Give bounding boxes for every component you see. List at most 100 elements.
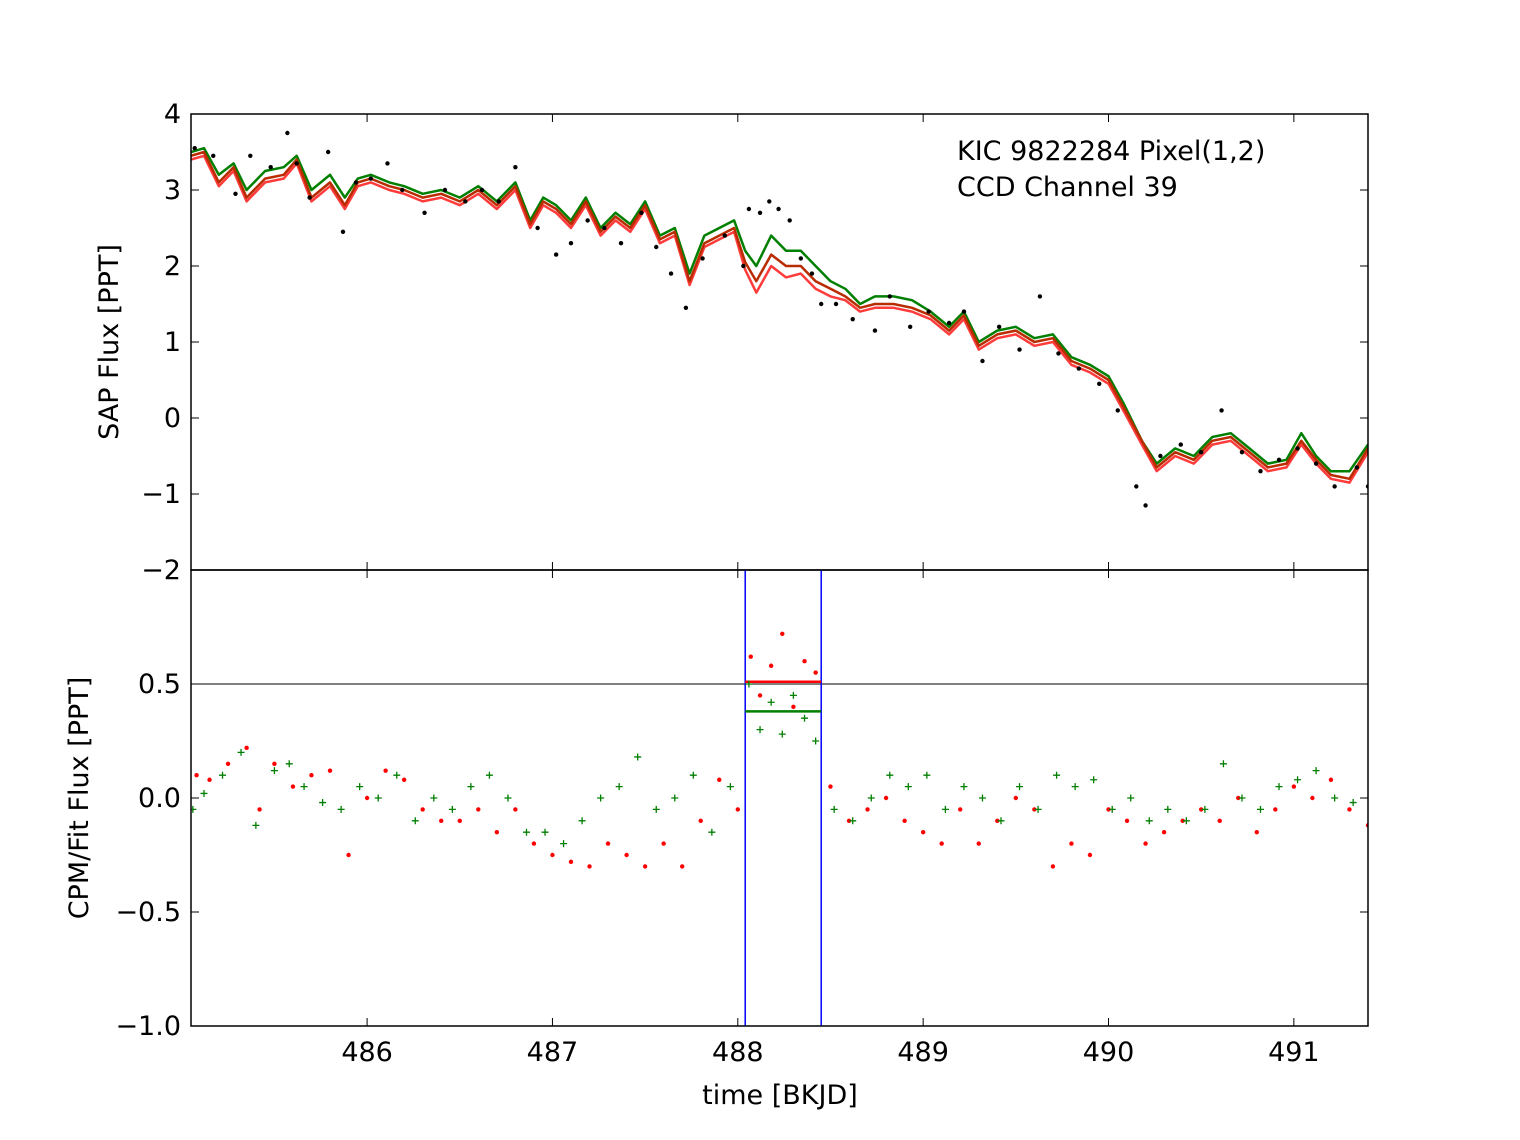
bottom-plot-area: [191, 570, 1368, 1026]
top-panel: −2 −1 0 1 2 3 4 KIC 9822284 Pixel(1,2) CCD Cha…: [94, 99, 1369, 586]
x-tick-label: 490: [1083, 1037, 1135, 1068]
model-line-1: [191, 154, 1368, 484]
bottom-axes-frame: [190, 569, 1369, 1027]
data-point: [700, 256, 705, 261]
dot-marker: [1124, 818, 1130, 823]
data-point: [639, 210, 644, 215]
data-point: [654, 244, 659, 250]
y-tick-label: −1.0: [115, 1011, 181, 1042]
dot-marker: [780, 631, 785, 637]
plus-marker: [849, 817, 857, 825]
plus-marker: [1145, 817, 1153, 825]
data-point: [385, 161, 390, 166]
plus-marker: [337, 805, 345, 813]
data-point: [872, 328, 878, 333]
data-point: [980, 358, 985, 364]
y-tick-label: −1: [141, 479, 181, 510]
plus-marker: [1108, 805, 1116, 813]
x-tick-label: 489: [897, 1037, 949, 1068]
dot-marker: [568, 859, 574, 865]
plus-marker: [634, 753, 642, 761]
plus-marker: [941, 805, 949, 813]
y-tick-label: −2: [141, 555, 181, 586]
y-tick-label: 0: [164, 403, 181, 434]
dot-marker: [531, 841, 537, 846]
x-tick-label: 487: [527, 1037, 579, 1068]
data-point: [1258, 469, 1263, 474]
plus-marker: [756, 726, 764, 734]
dot-marker: [698, 818, 703, 823]
top-plot-area: [191, 130, 1368, 508]
data-point: [809, 271, 815, 276]
dot-marker: [995, 818, 1000, 823]
data-point: [833, 301, 839, 307]
dot-marker: [1347, 807, 1352, 812]
data-point: [602, 225, 607, 231]
dot-marker: [642, 864, 648, 869]
plus-marker: [448, 805, 456, 813]
dot-marker: [976, 841, 981, 846]
plus-marker: [671, 794, 679, 802]
data-point: [325, 149, 331, 155]
plus-marker: [1182, 817, 1190, 825]
data-point: [850, 317, 855, 322]
plus-marker: [504, 794, 512, 802]
data-point: [479, 187, 485, 193]
data-point: [757, 210, 763, 215]
plus-marker: [1275, 783, 1283, 791]
dot-marker: [958, 807, 963, 812]
data-point: [996, 324, 1002, 329]
annotation-line-2: CCD Channel 39: [957, 172, 1178, 203]
dot-marker: [364, 795, 370, 801]
data-point: [294, 161, 299, 166]
plus-marker: [1312, 767, 1320, 775]
data-point: [585, 218, 590, 223]
dot-marker: [902, 818, 907, 823]
data-point: [1219, 408, 1224, 413]
plus-marker: [252, 821, 260, 829]
data-point: [233, 191, 238, 196]
data-point: [340, 229, 346, 234]
dot-marker: [748, 654, 753, 659]
plus-marker: [560, 840, 568, 848]
plus-marker: [1090, 776, 1098, 784]
data-point: [368, 176, 373, 181]
dot-marker: [225, 761, 231, 766]
plus-marker: [923, 771, 931, 779]
dot-marker: [1180, 818, 1185, 823]
data-point: [463, 199, 468, 204]
model-line-0: [191, 146, 1368, 473]
dot-marker: [920, 830, 926, 835]
data-point: [211, 153, 216, 158]
plus-marker: [374, 794, 382, 802]
data-point: [248, 153, 253, 158]
plus-marker: [300, 783, 308, 791]
data-point: [887, 294, 892, 299]
data-point: [1017, 347, 1022, 352]
dot-marker: [846, 818, 852, 823]
dot-marker: [1198, 807, 1204, 812]
dot-marker: [327, 768, 333, 773]
dot-marker: [1310, 795, 1315, 801]
dot-marker: [587, 864, 592, 869]
plus-marker: [726, 783, 734, 791]
plus-marker: [430, 794, 438, 802]
bottom-y-axis-label: CPM/Fit Flux [PPT]: [64, 677, 95, 920]
data-point: [1239, 450, 1245, 455]
plus-marker: [1071, 783, 1079, 791]
data-point: [285, 130, 290, 136]
dot-marker: [605, 841, 611, 846]
plus-marker: [867, 794, 875, 802]
plus-marker: [615, 783, 623, 791]
dot-marker: [1328, 777, 1334, 782]
plus-marker: [485, 771, 493, 779]
dot-marker: [1013, 795, 1019, 801]
plus-marker: [1219, 760, 1227, 768]
plus-marker: [1201, 805, 1209, 813]
dot-marker: [883, 795, 889, 801]
data-point: [798, 256, 804, 261]
data-point: [1097, 381, 1102, 386]
dot-marker: [1161, 830, 1167, 835]
x-tick-label: 488: [712, 1037, 764, 1068]
dot-marker: [624, 852, 629, 858]
